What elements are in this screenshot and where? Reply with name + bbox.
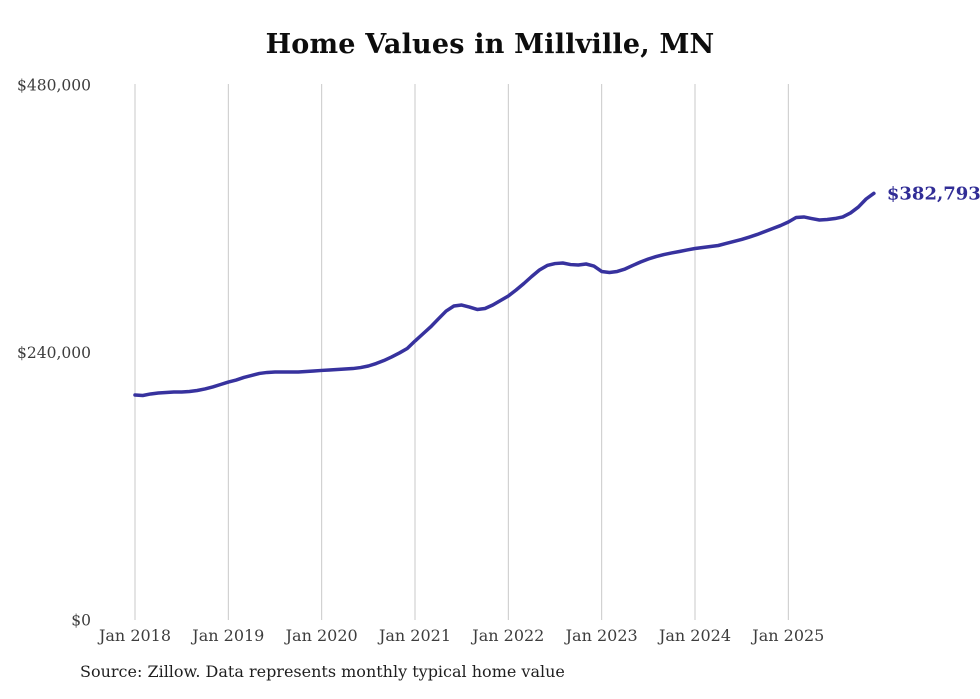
x-axis-label: Jan 2020 (284, 626, 358, 645)
x-axis-label: Jan 2022 (470, 626, 544, 645)
x-axis-label: Jan 2025 (750, 626, 824, 645)
y-axis-label: $480,000 (17, 77, 91, 95)
source-note: Source: Zillow. Data represents monthly … (80, 662, 565, 681)
y-axis-label: $0 (71, 612, 91, 630)
x-axis-label: Jan 2019 (190, 626, 264, 645)
x-axis-label: Jan 2023 (564, 626, 638, 645)
home-value-line (133, 191, 876, 398)
x-axis-label: Jan 2018 (97, 626, 171, 645)
x-axis-label: Jan 2024 (657, 626, 731, 645)
current-value-label: $382,793 (887, 183, 980, 204)
x-axis-label: Jan 2021 (377, 626, 451, 645)
chart-title: Home Values in Millville, MN (265, 29, 715, 60)
y-axis-label: $240,000 (17, 344, 91, 362)
